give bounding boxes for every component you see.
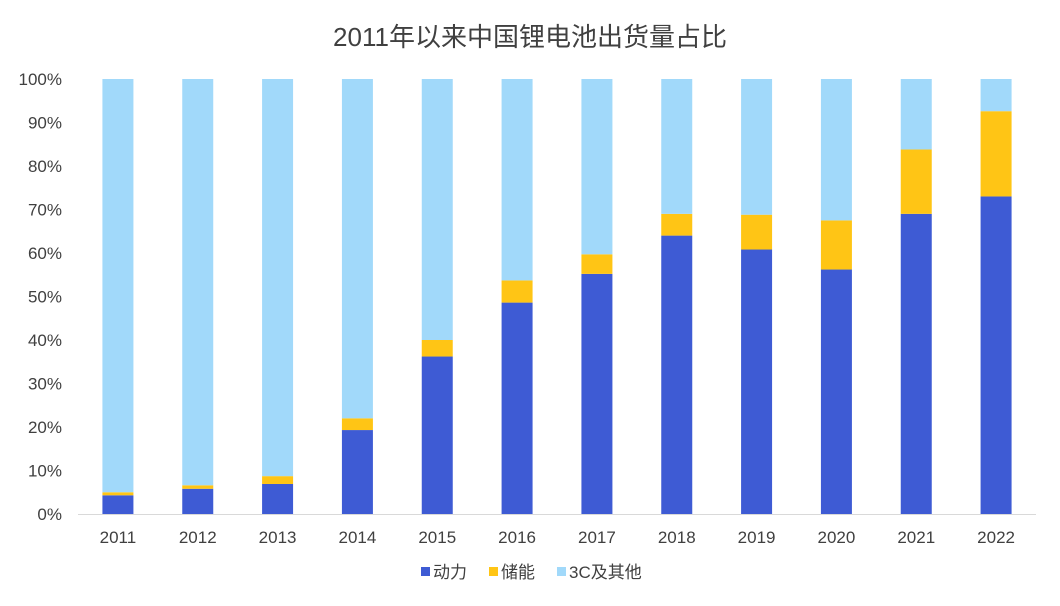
- legend-label: 动力: [433, 563, 467, 582]
- y-tick-label: 90%: [28, 114, 62, 133]
- x-tick-label: 2012: [179, 528, 217, 547]
- bar-segment-1: [182, 488, 214, 514]
- bar-segment-2: [741, 214, 773, 250]
- y-tick-label: 60%: [28, 244, 62, 263]
- bar-segment-2: [102, 492, 134, 496]
- y-tick-label: 40%: [28, 331, 62, 350]
- legend-swatch: [489, 567, 498, 576]
- bar-segment-3: [980, 79, 1012, 112]
- legend-swatch: [421, 567, 430, 576]
- bar-segment-1: [741, 249, 773, 514]
- bar-segment-1: [661, 235, 693, 514]
- x-tick-label: 2021: [897, 528, 935, 547]
- chart-title: 2011年以来中国锂电池出货量占比: [333, 22, 727, 52]
- y-tick-label: 10%: [28, 462, 62, 481]
- bar-segment-3: [900, 79, 932, 150]
- bar-segment-3: [581, 79, 613, 255]
- bar-segment-1: [102, 495, 134, 514]
- bar-segment-1: [581, 273, 613, 514]
- x-tick-label: 2013: [259, 528, 297, 547]
- bar-segment-2: [820, 220, 852, 270]
- bar-segment-3: [820, 79, 852, 221]
- bar-segment-2: [421, 340, 453, 357]
- bar-segment-3: [262, 79, 294, 477]
- x-tick-label: 2017: [578, 528, 616, 547]
- x-tick-label: 2020: [818, 528, 856, 547]
- bar-segment-2: [980, 111, 1012, 197]
- bar-segment-2: [900, 149, 932, 214]
- bar-segment-1: [900, 213, 932, 514]
- bar-segment-1: [421, 356, 453, 514]
- y-tick-label: 20%: [28, 418, 62, 437]
- x-tick-label: 2011: [100, 528, 137, 547]
- bar-segment-3: [182, 79, 214, 486]
- bar-segment-2: [262, 476, 294, 484]
- bar-segment-2: [581, 254, 613, 274]
- x-tick-label: 2022: [977, 528, 1015, 547]
- bar-segment-3: [741, 79, 773, 215]
- legend-label: 3C及其他: [569, 563, 642, 582]
- y-tick-label: 100%: [19, 70, 62, 89]
- legend-label: 储能: [501, 563, 535, 582]
- x-axis: 2011 2012 2013 2014 2015 2016 2017 2018 2019 2020…: [78, 514, 1036, 547]
- bar-segment-3: [421, 79, 453, 340]
- bar-segment-1: [501, 302, 533, 514]
- x-tick-label: 2019: [738, 528, 776, 547]
- legend: 动力 储能 3C及其他: [421, 563, 642, 582]
- bar-segment-3: [661, 79, 693, 214]
- bar-segment-1: [980, 196, 1012, 514]
- legend-swatch: [557, 567, 566, 576]
- y-axis: 0% 10% 20% 30% 40% 50% 60% 70% 80% 90% 100%: [19, 70, 62, 524]
- x-tick-label: 2016: [498, 528, 536, 547]
- x-tick-label: 2015: [418, 528, 456, 547]
- bar-segment-1: [262, 483, 294, 514]
- bar-segment-1: [820, 269, 852, 514]
- y-tick-label: 50%: [28, 288, 62, 307]
- bars: [102, 79, 1012, 514]
- x-tick-label: 2014: [339, 528, 377, 547]
- bar-segment-2: [341, 418, 373, 431]
- y-tick-label: 0%: [37, 505, 62, 524]
- y-tick-label: 30%: [28, 375, 62, 394]
- x-tick-label: 2018: [658, 528, 696, 547]
- bar-segment-2: [661, 213, 693, 236]
- bar-segment-3: [341, 79, 373, 419]
- bar-segment-1: [341, 430, 373, 514]
- bar-segment-2: [501, 280, 533, 303]
- y-tick-label: 80%: [28, 157, 62, 176]
- y-tick-label: 70%: [28, 201, 62, 220]
- bar-segment-2: [182, 485, 214, 489]
- bar-segment-3: [501, 79, 533, 281]
- bar-segment-3: [102, 79, 134, 493]
